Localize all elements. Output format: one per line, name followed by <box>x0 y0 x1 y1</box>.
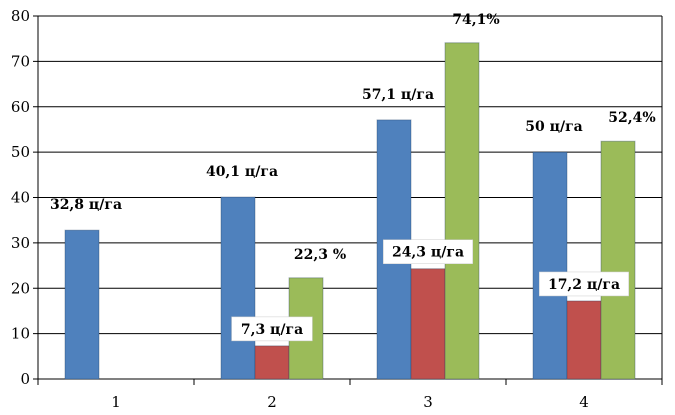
data-label: 32,8 ц/га <box>50 197 122 213</box>
x-axis-tick-labels: 1 2 3 4 <box>111 393 589 411</box>
data-labels: 32,8 ц/га 40,1 ц/га 57,1 ц/га 50 ц/га 7,3 ц/… <box>50 12 656 342</box>
bar-series-2-cat-2 <box>254 345 290 380</box>
data-label: 22,3 % <box>294 247 346 263</box>
bar-series-3-cat-4 <box>600 140 636 380</box>
data-label: 40,1 ц/га <box>206 164 278 180</box>
data-label: 57,1 ц/га <box>362 87 434 103</box>
x-tick-label: 3 <box>423 393 433 411</box>
data-label: 50 ц/га <box>525 119 582 135</box>
bar-series-1-cat-1 <box>64 229 100 380</box>
y-tick-label: 80 <box>11 7 30 25</box>
data-label: 7,3 ц/га <box>241 322 303 338</box>
y-tick-label: 0 <box>20 370 30 388</box>
data-label: 17,2 ц/га <box>548 277 620 293</box>
bar-series-2-cat-3 <box>410 268 446 380</box>
bar-series-3-cat-3 <box>444 42 480 380</box>
y-tick-label: 60 <box>11 98 30 116</box>
bar-series-1-cat-4 <box>532 151 568 380</box>
y-axis-tick-labels: 0 10 20 30 40 50 60 70 80 <box>11 7 30 388</box>
data-label-box <box>231 316 313 342</box>
gridlines <box>38 15 662 335</box>
data-label: 24,3 ц/га <box>392 245 464 261</box>
data-label: 74,1% <box>452 12 499 28</box>
x-tick-label: 2 <box>267 393 277 411</box>
y-tick-label: 40 <box>11 189 30 207</box>
data-label-box <box>539 271 629 297</box>
data-label-box <box>383 239 473 264</box>
x-tick-label: 1 <box>111 393 121 411</box>
y-tick-label: 50 <box>11 143 30 161</box>
data-label: 52,4% <box>608 110 655 126</box>
y-tick-label: 20 <box>11 279 30 297</box>
y-tick-label: 10 <box>11 325 30 343</box>
bar-series-1-cat-2 <box>220 196 256 380</box>
y-tick-label: 70 <box>11 52 30 70</box>
y-tick-label: 30 <box>11 234 30 252</box>
x-tick-label: 4 <box>579 393 589 411</box>
bars <box>64 42 636 380</box>
bar-series-2-cat-4 <box>566 300 602 380</box>
